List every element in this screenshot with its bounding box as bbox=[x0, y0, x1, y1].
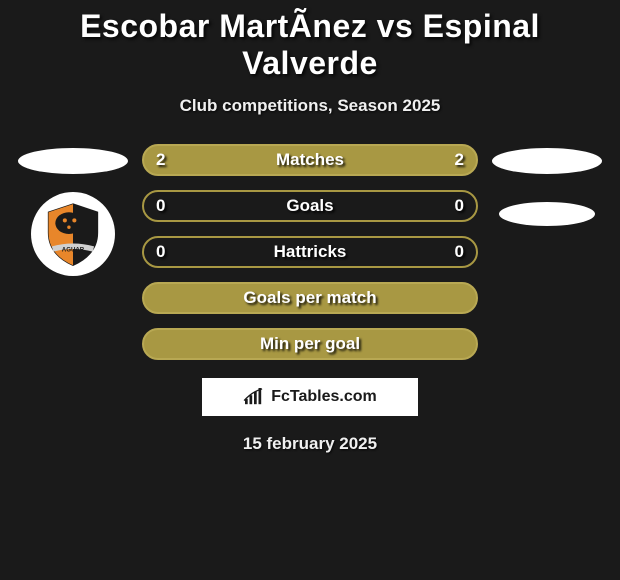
shield-icon: AGUAR bbox=[39, 200, 107, 268]
stat-label: Goals per match bbox=[243, 288, 376, 308]
stat-label: Hattricks bbox=[274, 242, 347, 262]
crest-text: AGUAR bbox=[62, 247, 85, 254]
stat-bar: 0 Hattricks 0 bbox=[142, 236, 478, 268]
left-column: AGUAR bbox=[18, 144, 128, 276]
right-column bbox=[492, 144, 602, 226]
main-area: AGUAR 2 Matches 2 0 Goals 0 0 Hattricks 0 Goals p… bbox=[10, 144, 610, 360]
logo-text: FcTables.com bbox=[271, 388, 377, 406]
stats-column: 2 Matches 2 0 Goals 0 0 Hattricks 0 Goals per mat… bbox=[142, 144, 478, 360]
stat-value-right: 2 bbox=[455, 150, 464, 170]
player-right-placeholder-icon bbox=[492, 148, 602, 174]
bar-chart-icon bbox=[243, 388, 265, 406]
stat-value-left: 2 bbox=[156, 150, 165, 170]
site-logo: FcTables.com bbox=[202, 378, 418, 416]
stat-value-left: 0 bbox=[156, 196, 165, 216]
stat-value-left: 0 bbox=[156, 242, 165, 262]
stat-label: Matches bbox=[276, 150, 344, 170]
player-left-placeholder-icon bbox=[18, 148, 128, 174]
stat-bar: Min per goal bbox=[142, 328, 478, 360]
comparison-card: Escobar MartÃ­nez vs Espinal Valverde Cl… bbox=[0, 0, 620, 462]
team-crest-left: AGUAR bbox=[31, 192, 115, 276]
stat-bar: 2 Matches 2 bbox=[142, 144, 478, 176]
stat-label: Goals bbox=[286, 196, 333, 216]
team-right-placeholder-icon bbox=[499, 202, 595, 226]
page-title: Escobar MartÃ­nez vs Espinal Valverde bbox=[10, 8, 610, 82]
date-label: 15 february 2025 bbox=[243, 434, 377, 454]
stat-label: Min per goal bbox=[260, 334, 360, 354]
stat-bar: Goals per match bbox=[142, 282, 478, 314]
footer: FcTables.com 15 february 2025 bbox=[10, 378, 610, 454]
stat-value-right: 0 bbox=[455, 242, 464, 262]
subtitle: Club competitions, Season 2025 bbox=[10, 96, 610, 116]
stat-bar: 0 Goals 0 bbox=[142, 190, 478, 222]
stat-value-right: 0 bbox=[455, 196, 464, 216]
